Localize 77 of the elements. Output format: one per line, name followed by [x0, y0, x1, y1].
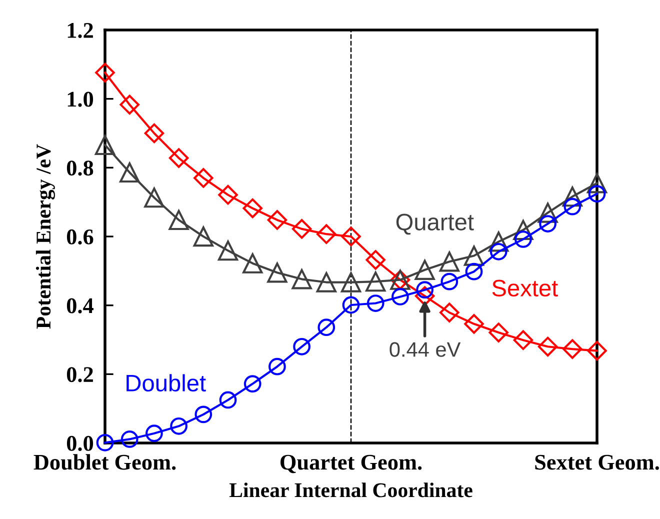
point [96, 434, 114, 452]
point [292, 219, 312, 239]
y-axis-title: Potential Energy /eV [36, 144, 55, 329]
point [293, 338, 310, 356]
y-tick-label: 0.6 [66, 229, 94, 245]
point [95, 62, 115, 83]
point [341, 226, 361, 246]
x-axis-title: Linear Internal Coordinate [229, 482, 472, 498]
point [267, 262, 288, 283]
point [242, 253, 263, 274]
x-tick-label: Quartet Geom. [280, 454, 422, 474]
point [144, 188, 164, 208]
point [538, 336, 558, 357]
point [120, 162, 140, 183]
y-tick-label: 0.4 [66, 298, 94, 314]
point [340, 272, 362, 292]
point [416, 281, 434, 299]
series-label: Quartet [396, 214, 474, 235]
point [514, 230, 532, 248]
point [414, 286, 435, 306]
point [488, 232, 509, 252]
point [366, 272, 386, 292]
point [318, 318, 336, 336]
point [440, 302, 460, 322]
point [539, 215, 556, 232]
point [244, 375, 262, 392]
point [193, 226, 214, 247]
point [194, 406, 212, 424]
y-tick-label: 0.0 [66, 436, 94, 452]
point [562, 186, 582, 207]
point [366, 250, 386, 270]
point [219, 391, 237, 409]
annotation: 0.44 eV [390, 342, 461, 357]
point [488, 322, 508, 342]
point [392, 288, 409, 306]
point [194, 168, 214, 188]
point [538, 202, 558, 223]
point [316, 224, 336, 244]
point [414, 260, 435, 280]
point [218, 184, 238, 205]
point [586, 173, 608, 194]
point [562, 339, 582, 359]
point [587, 340, 607, 361]
x-tick-label: Doublet Geom. [34, 454, 176, 470]
point [342, 296, 360, 314]
y-tick-label: 0.8 [66, 160, 94, 176]
point [588, 185, 606, 203]
point [218, 240, 238, 261]
point [120, 430, 138, 448]
series-label: Sextet [492, 280, 558, 297]
point [366, 294, 384, 312]
point [168, 148, 189, 168]
point [464, 246, 484, 266]
point [292, 269, 312, 290]
point [513, 330, 534, 350]
point [170, 417, 188, 435]
point [144, 123, 164, 144]
y-tick-label: 0.2 [66, 367, 93, 382]
point [94, 134, 116, 156]
y-tick-label: 1.2 [68, 22, 93, 38]
point [268, 358, 286, 376]
point [242, 198, 262, 218]
point [440, 272, 458, 290]
point [464, 314, 484, 334]
x-tick-label: Sextet Geom. [535, 454, 659, 470]
point [513, 220, 534, 240]
point [168, 210, 189, 230]
point [267, 210, 288, 230]
point [465, 262, 483, 280]
point [564, 198, 582, 216]
series-label: Doublet [126, 374, 206, 392]
point [120, 94, 140, 115]
point [439, 252, 460, 272]
point [490, 242, 508, 260]
point [146, 424, 163, 442]
y-tick-label: 1.0 [68, 92, 94, 107]
point [316, 272, 336, 292]
